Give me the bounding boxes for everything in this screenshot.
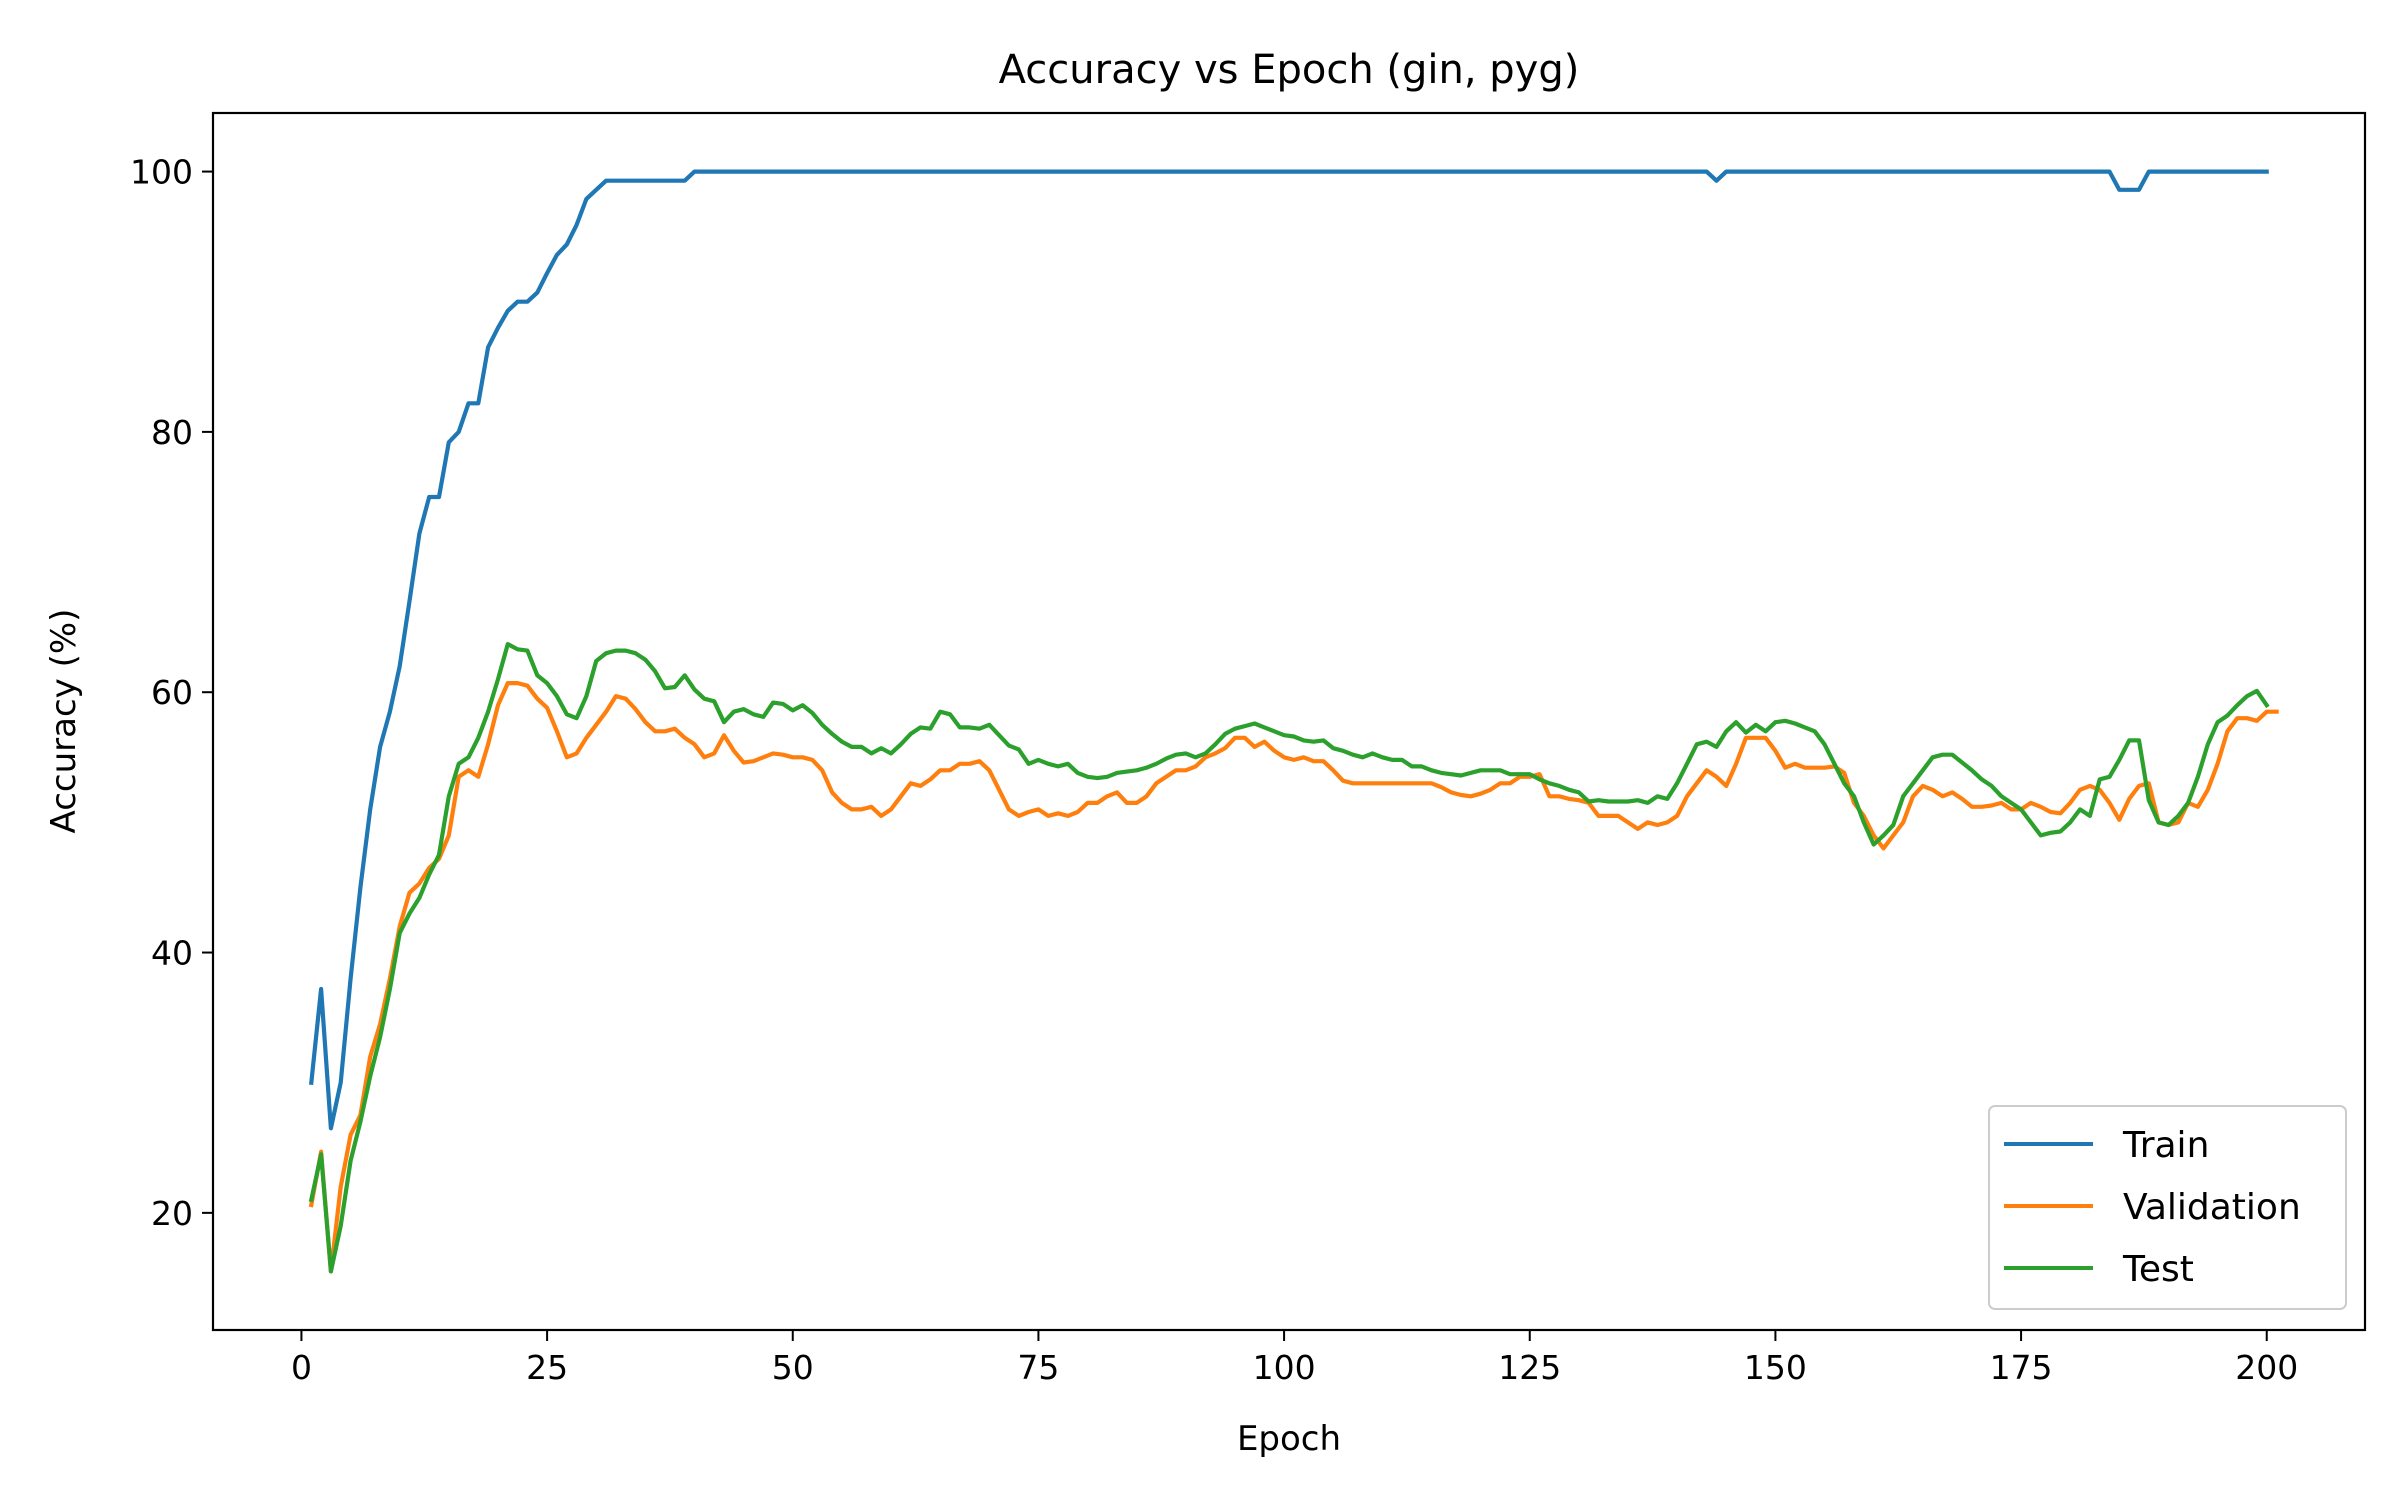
series-line-test — [308, 641, 2270, 1274]
x-tick-label: 125 — [1498, 1348, 1561, 1387]
y-tick-label: 60 — [151, 673, 193, 712]
x-tick-label: 175 — [1990, 1348, 2053, 1387]
x-tick-label: 0 — [291, 1348, 312, 1387]
legend-label-test: Test — [2122, 1249, 2194, 1290]
series-layer — [308, 169, 2279, 1274]
y-tick-label: 80 — [151, 413, 193, 452]
legend: Train Validation Test — [1988, 1105, 2347, 1310]
y-tick-label: 40 — [151, 934, 193, 973]
x-tick-label: 25 — [526, 1348, 568, 1387]
y-tick-label: 20 — [151, 1194, 193, 1233]
ticks-layer: 0 25 50 75 100 125 150 175 200 20 40 60 80 100 — [130, 153, 2298, 1387]
plot-frame — [211, 111, 2367, 1332]
legend-box — [1988, 1105, 2347, 1310]
chart-title: Accuracy vs Epoch (gin, pyg) — [999, 47, 1580, 93]
x-tick-label: 100 — [1253, 1348, 1316, 1387]
legend-label-validation: Validation — [2123, 1187, 2301, 1228]
x-tick-label: 75 — [1017, 1348, 1059, 1387]
x-tick-label: 200 — [2235, 1348, 2298, 1387]
x-tick-label: 50 — [772, 1348, 814, 1387]
x-tick-label: 150 — [1744, 1348, 1807, 1387]
series-line-validation — [308, 680, 2279, 1274]
y-tick-label: 100 — [130, 153, 193, 192]
legend-label-train: Train — [2122, 1125, 2209, 1166]
series-line-train — [308, 169, 2269, 1131]
y-axis-label: Accuracy (%) — [44, 609, 84, 834]
x-axis-label: Epoch — [1237, 1419, 1341, 1459]
